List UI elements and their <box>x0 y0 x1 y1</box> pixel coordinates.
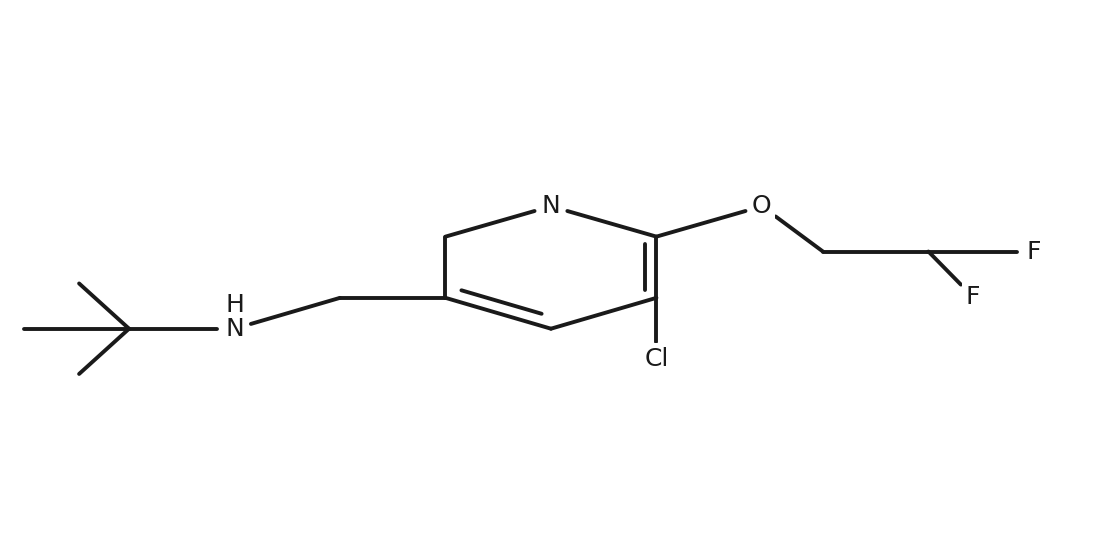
Text: N: N <box>542 194 560 218</box>
Text: F: F <box>966 285 981 309</box>
Text: F: F <box>1026 240 1041 264</box>
Text: Cl: Cl <box>644 347 669 371</box>
Text: O: O <box>752 194 771 218</box>
Text: H: H <box>225 293 244 317</box>
Text: N: N <box>225 317 244 341</box>
